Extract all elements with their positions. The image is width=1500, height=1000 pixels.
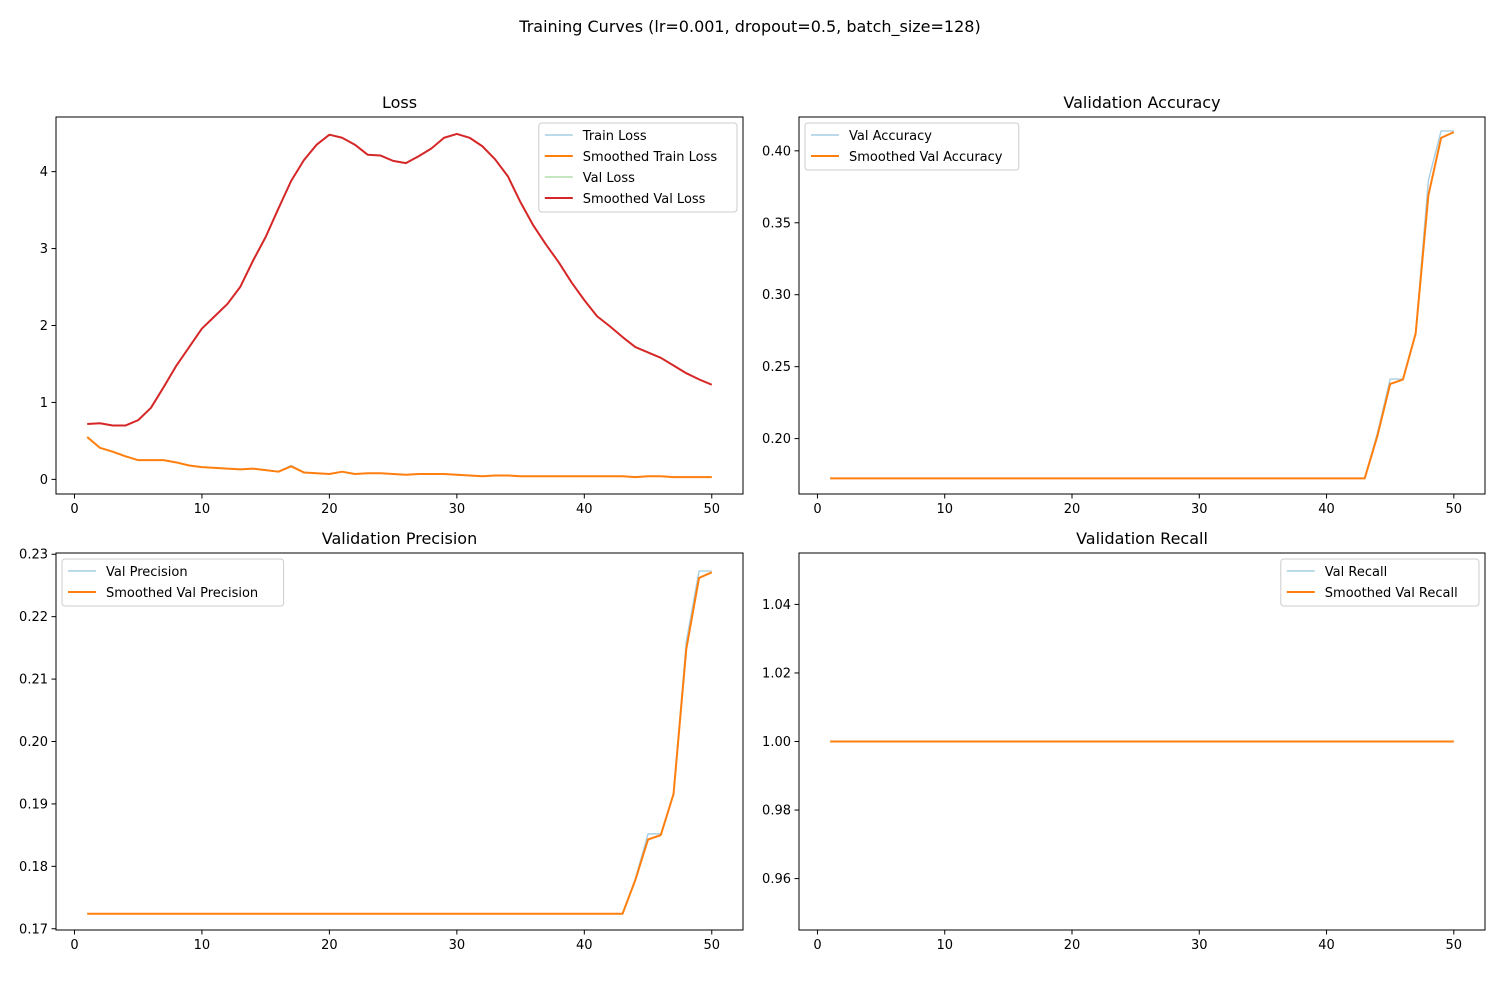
validation-accuracy-subplot: Validation Accuracy 0 10 20 30 40 50 0.20 0.25 0.… xyxy=(762,93,1486,517)
smoothed-val-accuracy-line xyxy=(830,131,1455,480)
validation-recall-legend: Val Recall Smoothed Val Recall xyxy=(1280,558,1480,607)
validation-precision-x-tick-label: 10 xyxy=(194,938,211,953)
validation-accuracy-axes-frame xyxy=(798,116,1486,495)
validation-precision-x-tick-label: 50 xyxy=(703,938,720,953)
validation-accuracy-x-tick-label: 0 xyxy=(813,502,821,517)
loss-x-tick-label: 40 xyxy=(576,502,593,517)
train-loss-legend-label: Train Loss xyxy=(582,129,647,144)
validation-recall-x-tick-label: 10 xyxy=(936,938,953,953)
validation-accuracy-plot-area xyxy=(799,117,1485,494)
validation-precision-y-tick-label: 0.23 xyxy=(19,548,48,563)
validation-precision-legend: Val Precision Smoothed Val Precision xyxy=(61,558,285,607)
validation-precision-y-tick-label: 0.17 xyxy=(19,922,48,937)
validation-precision-y-tick-label: 0.20 xyxy=(19,735,48,750)
validation-recall-title: Validation Recall xyxy=(1076,529,1208,548)
validation-recall-y-tick-label: 1.00 xyxy=(762,735,791,750)
val-precision-legend-label: Val Precision xyxy=(106,565,188,580)
validation-accuracy-legend-box xyxy=(804,122,1020,171)
loss-y-tick-label: 1 xyxy=(40,396,48,411)
validation-accuracy-x-tick-label: 30 xyxy=(1191,502,1208,517)
validation-accuracy-y-tick-label: 0.30 xyxy=(762,288,791,303)
loss-x-tick-label: 20 xyxy=(321,502,338,517)
val-recall-legend-label: Val Recall xyxy=(1325,565,1387,580)
validation-precision-subplot: Validation Precision 0 10 20 30 40 50 0.17 0.18 0… xyxy=(19,529,744,953)
validation-recall-x-tick-label: 50 xyxy=(1446,938,1463,953)
validation-precision-y-tick-label: 0.18 xyxy=(19,860,48,875)
validation-recall-x-tick-label: 0 xyxy=(813,938,821,953)
val-loss-legend-label: Val Loss xyxy=(583,171,635,186)
validation-precision-plot-area xyxy=(56,553,743,930)
validation-precision-y-tick-label: 0.19 xyxy=(19,797,48,812)
loss-subplot: Loss 0 10 20 30 40 50 0 1 2 3 4 Train Loss Smoothed T… xyxy=(40,93,744,517)
validation-accuracy-y-tick-label: 0.25 xyxy=(762,360,791,375)
validation-accuracy-x-tick-label: 40 xyxy=(1318,502,1335,517)
validation-accuracy-series-group xyxy=(830,130,1455,480)
loss-x-tick-label: 0 xyxy=(70,502,78,517)
validation-accuracy-y-tick-label: 0.35 xyxy=(762,216,791,231)
smoothed-val-accuracy-legend-label: Smoothed Val Accuracy xyxy=(849,150,1003,165)
figure-suptitle: Training Curves (lr=0.001, dropout=0.5, … xyxy=(518,17,980,37)
validation-precision-x-tick-label: 40 xyxy=(576,938,593,953)
validation-recall-y-tick-label: 1.04 xyxy=(762,598,791,613)
smoothed-val-loss-line xyxy=(87,132,713,427)
validation-recall-y-tick-label: 0.96 xyxy=(762,872,791,887)
smoothed-val-recall-legend-label: Smoothed Val Recall xyxy=(1325,586,1458,601)
validation-precision-axes-frame xyxy=(55,552,744,931)
validation-precision-x-tick-label: 20 xyxy=(321,938,338,953)
loss-legend-box xyxy=(538,122,738,213)
loss-y-tick-label: 4 xyxy=(40,165,48,180)
validation-precision-legend-box xyxy=(61,558,285,607)
validation-accuracy-y-tick-label: 0.20 xyxy=(762,432,791,447)
validation-recall-x-tick-label: 40 xyxy=(1318,938,1335,953)
smoothed-val-precision-line xyxy=(87,571,713,915)
loss-x-tick-label: 50 xyxy=(703,502,720,517)
smoothed-val-loss-legend-label: Smoothed Val Loss xyxy=(583,192,706,207)
validation-accuracy-x-tick-label: 20 xyxy=(1064,502,1081,517)
loss-series-group xyxy=(86,132,713,479)
loss-y-tick-label: 0 xyxy=(40,473,48,488)
validation-recall-x-tick-label: 20 xyxy=(1064,938,1081,953)
validation-recall-y-tick-label: 1.02 xyxy=(762,666,791,681)
validation-accuracy-x-tick-label: 50 xyxy=(1446,502,1463,517)
loss-axes-frame xyxy=(55,116,744,495)
validation-precision-y-tick-label: 0.21 xyxy=(19,673,48,688)
validation-recall-subplot: Validation Recall 0 10 20 30 40 50 0.96 0.98 1.00… xyxy=(762,529,1486,953)
val-accuracy-legend-label: Val Accuracy xyxy=(849,129,932,144)
loss-legend: Train Loss Smoothed Train Loss Val Loss Smo… xyxy=(538,122,738,213)
validation-recall-axes-frame xyxy=(798,552,1486,931)
validation-recall-y-tick-label: 0.98 xyxy=(762,804,791,819)
loss-y-tick-label: 3 xyxy=(40,242,48,257)
loss-x-tick-label: 10 xyxy=(194,502,211,517)
loss-title: Loss xyxy=(382,93,417,112)
validation-accuracy-legend: Val Accuracy Smoothed Val Accuracy xyxy=(804,122,1020,171)
loss-y-tick-label: 2 xyxy=(40,319,48,334)
validation-recall-legend-box xyxy=(1280,558,1480,607)
validation-recall-x-tick-label: 30 xyxy=(1191,938,1208,953)
smoothed-train-loss-legend-label: Smoothed Train Loss xyxy=(583,150,718,165)
validation-precision-title: Validation Precision xyxy=(322,529,477,548)
validation-precision-y-tick-label: 0.22 xyxy=(19,610,48,625)
validation-accuracy-title: Validation Accuracy xyxy=(1063,93,1220,112)
validation-accuracy-y-tick-label: 0.40 xyxy=(762,144,791,159)
validation-precision-series-group xyxy=(87,570,713,915)
validation-accuracy-x-tick-label: 10 xyxy=(936,502,953,517)
validation-precision-x-tick-label: 0 xyxy=(70,938,78,953)
smoothed-val-precision-legend-label: Smoothed Val Precision xyxy=(106,586,258,601)
smoothed-train-loss-line xyxy=(86,436,712,479)
loss-x-tick-label: 30 xyxy=(449,502,466,517)
validation-precision-x-tick-label: 30 xyxy=(449,938,466,953)
subplot-grid: Loss 0 10 20 30 40 50 0 1 2 3 4 Train Loss Smoothed T… xyxy=(19,93,1486,953)
